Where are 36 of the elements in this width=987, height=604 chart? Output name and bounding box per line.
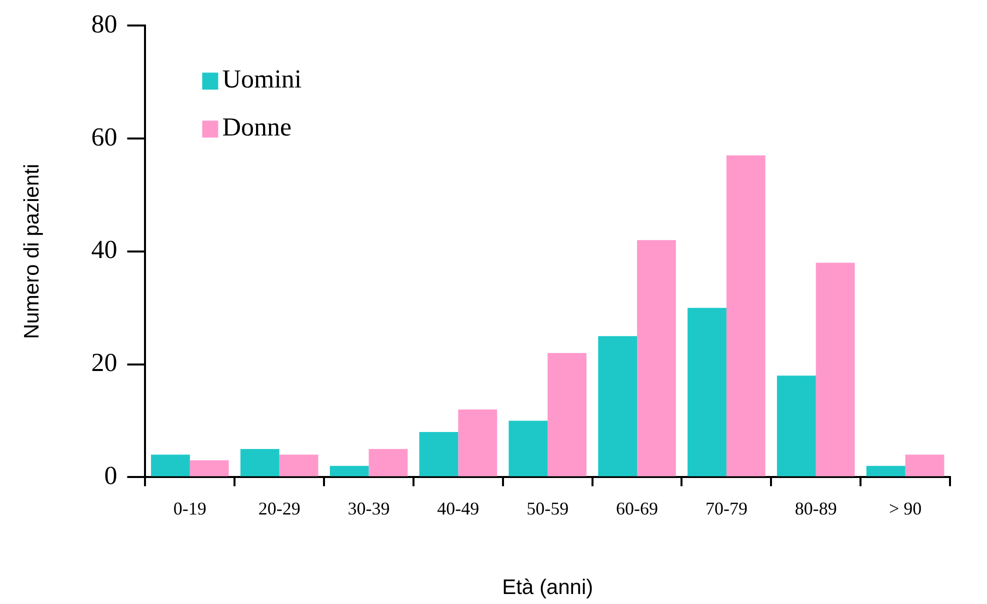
bar <box>637 240 676 476</box>
x-tick-label: 80-89 <box>794 498 837 519</box>
bar <box>866 466 906 476</box>
x-tick-label: 40-49 <box>437 498 480 519</box>
x-tick-label: 30-39 <box>348 498 390 519</box>
bar <box>776 376 816 476</box>
y-tick-label: 60 <box>91 122 118 152</box>
legend-label: Donne <box>222 112 292 142</box>
bar <box>190 460 229 476</box>
bar <box>548 353 586 476</box>
bar <box>240 448 280 476</box>
bar <box>330 466 369 476</box>
y-tick-label: 0 <box>104 461 118 490</box>
bar <box>151 454 190 476</box>
bar <box>726 155 766 476</box>
x-tick-label: 60-69 <box>616 498 658 519</box>
y-tick-label: 40 <box>91 235 118 264</box>
x-axis-title: Età (anni) <box>502 576 594 600</box>
legend-label: Uomini <box>222 64 302 94</box>
bar <box>816 262 855 476</box>
y-tick-label: 20 <box>91 348 118 378</box>
x-tick-label: 0-19 <box>173 498 206 519</box>
bar <box>688 308 726 476</box>
y-tick-label: 80 <box>91 9 118 38</box>
y-axis-title: Numero di pazienti <box>20 164 44 339</box>
bar <box>458 409 498 476</box>
bar <box>905 454 944 476</box>
x-tick-label: > 90 <box>888 498 922 519</box>
x-tick-label: 50-59 <box>526 498 569 519</box>
bar <box>419 432 458 476</box>
x-tick-label: 70-79 <box>705 498 748 519</box>
bar <box>598 336 638 476</box>
bar <box>508 420 548 476</box>
bar <box>368 448 408 476</box>
bar <box>279 454 318 476</box>
x-tick-label: 20-29 <box>258 498 300 519</box>
